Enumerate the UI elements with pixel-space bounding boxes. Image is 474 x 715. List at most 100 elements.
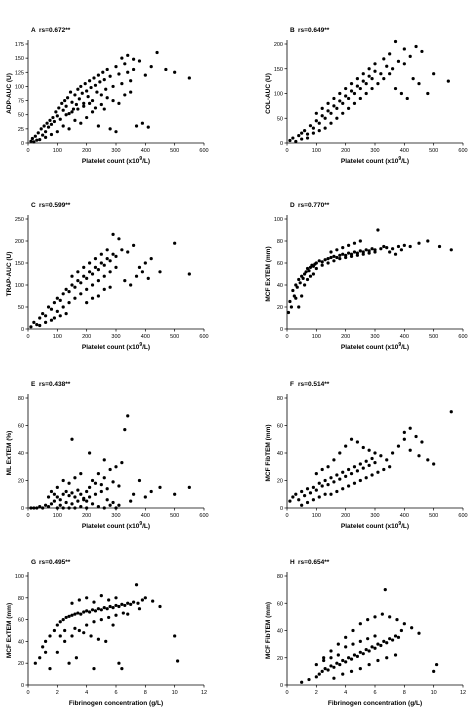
data-point [411, 77, 415, 81]
data-point [414, 44, 418, 49]
data-point [361, 79, 365, 83]
data-point [117, 237, 121, 241]
data-point [383, 588, 387, 592]
data-point [111, 84, 115, 89]
data-point [288, 138, 292, 143]
data-point [80, 91, 84, 95]
data-point [158, 485, 162, 489]
data-point [114, 596, 118, 600]
panel-letter: B [290, 27, 295, 34]
data-point [61, 478, 65, 483]
data-point [83, 82, 87, 86]
x-tick-label: 300 [111, 513, 120, 519]
data-point [55, 296, 59, 300]
data-point [297, 498, 301, 502]
data-point [173, 70, 177, 74]
data-point [376, 470, 380, 474]
data-point [117, 484, 121, 488]
data-point [355, 84, 359, 88]
data-point [373, 461, 377, 465]
data-point [63, 639, 67, 644]
data-point [149, 489, 153, 494]
data-point [64, 489, 68, 494]
data-point [55, 506, 59, 510]
data-point [355, 440, 359, 444]
data-point [29, 139, 33, 143]
data-point [347, 656, 351, 660]
data-point [70, 491, 74, 495]
data-point [85, 499, 89, 503]
data-point [355, 654, 359, 658]
data-point [44, 639, 48, 644]
data-point [410, 626, 414, 630]
data-point [137, 265, 142, 269]
data-point [88, 485, 92, 489]
data-point [395, 618, 399, 622]
data-point [49, 489, 54, 494]
data-point [44, 650, 48, 654]
data-point [305, 487, 310, 491]
data-point [41, 506, 45, 510]
data-point [92, 76, 96, 80]
data-point [126, 612, 130, 616]
data-point [379, 454, 383, 458]
data-point [300, 294, 304, 298]
data-point [347, 96, 351, 101]
data-point [38, 656, 42, 660]
data-point [158, 604, 162, 609]
data-point [99, 93, 103, 97]
data-point [336, 653, 340, 657]
data-point [68, 90, 73, 94]
y-tick-label: 60 [277, 261, 283, 267]
data-point [123, 93, 127, 97]
panel-statistic: rs=0.649** [298, 27, 330, 34]
data-point [67, 481, 71, 485]
data-point [46, 505, 51, 509]
data-point [351, 642, 355, 646]
data-point [388, 72, 392, 76]
data-point [449, 410, 453, 414]
data-point [344, 255, 348, 260]
data-point [332, 480, 336, 484]
data-point [102, 506, 106, 510]
data-point [355, 77, 359, 81]
data-point [361, 252, 365, 256]
data-point [85, 489, 89, 494]
data-point [55, 650, 59, 654]
data-point [364, 476, 368, 480]
y-tick-label: 60 [18, 618, 24, 624]
data-point [48, 118, 52, 122]
data-point [329, 656, 333, 660]
data-point [108, 467, 112, 472]
data-point [99, 489, 103, 494]
data-point [329, 664, 333, 668]
data-point [323, 492, 327, 496]
data-point [105, 96, 109, 100]
data-point [402, 47, 406, 51]
data-point [294, 492, 298, 496]
data-point [329, 649, 333, 653]
data-point [79, 292, 83, 296]
data-point [55, 485, 59, 489]
x-tick-label: 600 [458, 334, 467, 340]
y-axis-title: ADP-AUC (U) [6, 73, 13, 114]
data-point [123, 603, 127, 608]
data-point [323, 667, 327, 671]
data-point [111, 606, 115, 610]
data-point [329, 476, 333, 480]
panel-statistic: rs=0.495** [39, 559, 71, 566]
data-point [123, 428, 127, 432]
data-point [73, 118, 77, 122]
data-point [332, 665, 336, 669]
data-point [364, 248, 368, 252]
data-point [96, 505, 100, 509]
data-point [146, 125, 150, 129]
data-point [347, 106, 351, 110]
data-point [329, 492, 333, 496]
data-point [99, 483, 103, 487]
data-point [382, 467, 386, 472]
data-point [367, 67, 371, 71]
data-point [111, 98, 115, 103]
data-point [317, 129, 321, 133]
data-point [129, 283, 133, 287]
